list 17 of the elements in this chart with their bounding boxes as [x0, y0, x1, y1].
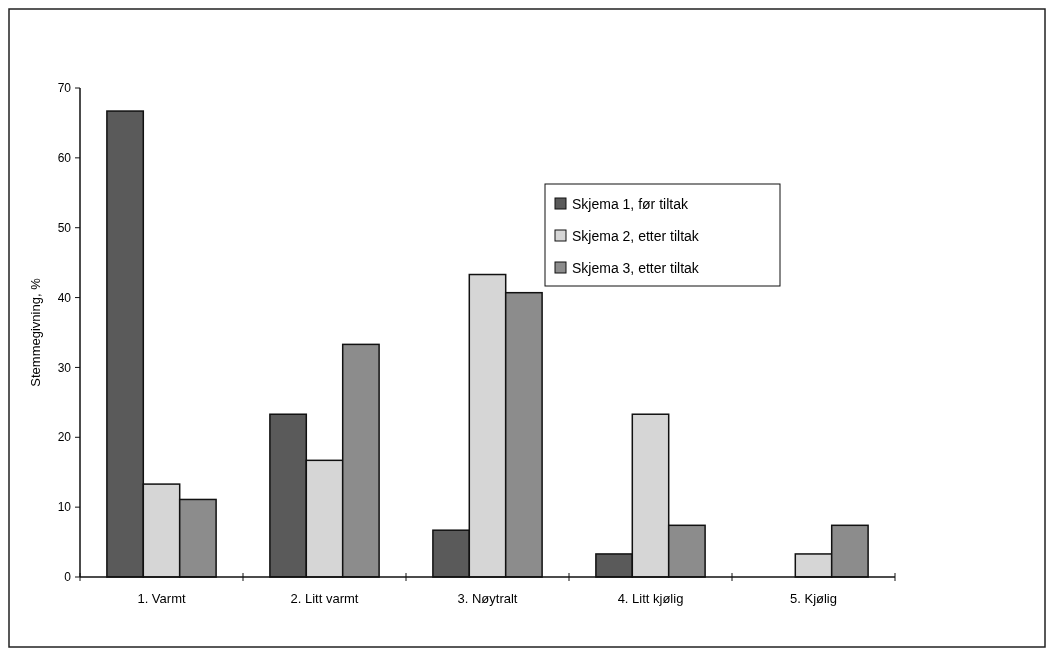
y-tick-label: 0 [64, 570, 72, 585]
y-tick-label: 60 [57, 151, 72, 166]
x-tick-label: 2. Litt varmt [290, 591, 359, 606]
y-tick-label: 40 [57, 290, 72, 305]
y-tick-label: 30 [57, 360, 72, 375]
legend-label: Skjema 2, etter tiltak [572, 227, 700, 244]
x-tick-label: 3. Nøytralt [457, 591, 518, 606]
y-axis-title: Stemmegivning, % [28, 277, 43, 387]
y-tick-label: 70 [57, 81, 72, 96]
x-tick-label: 4. Litt kjølig [617, 591, 684, 606]
x-tick-label: 1. Varmt [137, 591, 186, 606]
x-tick-label: 5. Kjølig [790, 591, 837, 606]
y-tick-label: 20 [57, 430, 72, 445]
y-tick-label: 10 [57, 500, 72, 515]
legend-label: Skjema 3, etter tiltak [572, 259, 700, 276]
y-tick-label: 50 [57, 220, 72, 235]
legend-label: Skjema 1, før tiltak [572, 195, 689, 212]
